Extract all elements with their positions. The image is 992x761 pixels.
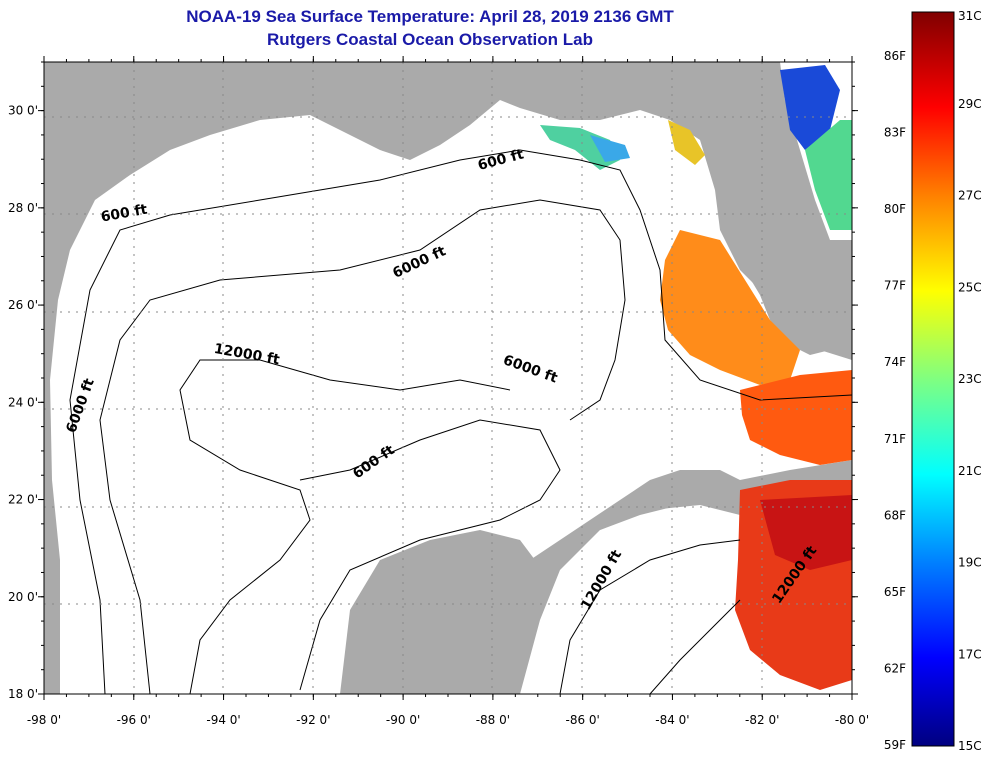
sst-patch-panhandle-cyan [590,135,630,162]
yucatan-land [340,530,535,694]
colorbar-celsius-label: 31C [958,9,982,23]
longitude-label: -86 0' [565,713,599,727]
gulf-water [50,100,852,694]
colorbar-celsius-label: 19C [958,556,982,570]
tick-marks [38,56,858,700]
colorbar-fahrenheit-label: 80F [884,202,906,216]
sst-patch-florida-west [660,230,800,385]
sst-patch-caribbean-hot [760,495,852,570]
colorbar-celsius-label: 23C [958,372,982,386]
latitude-label: 24 0' [8,395,38,409]
longitude-label: -96 0' [117,713,151,727]
sst-patch-florida-bay [740,370,852,465]
sst-patch-atlantic-green [805,120,852,230]
colorbar-celsius-label: 17C [958,647,982,661]
sst-patch-atlantic-cool [780,65,840,150]
sst-patch-bigbend-yellow [668,120,705,165]
colorbar-fahrenheit-label: 68F [884,508,906,522]
colorbar-celsius-label: 29C [958,97,982,111]
depth-contours [69,149,852,694]
colorbar-fahrenheit-label: 62F [884,661,906,675]
map-subtitle: Rutgers Coastal Ocean Observation Lab [267,30,593,49]
longitude-label: -90 0' [386,713,420,727]
latitude-label: 26 0' [8,298,38,312]
longitude-label: -80 0' [835,713,869,727]
colorbar-celsius-label: 27C [958,189,982,203]
cuba-land [600,460,852,530]
longitude-label: -84 0' [655,713,689,727]
longitude-label: -88 0' [476,713,510,727]
colorbar [911,11,955,747]
colorbar-fahrenheit-label: 74F [884,355,906,369]
colorbar-fahrenheit-label: 65F [884,585,906,599]
colorbar-fahrenheit-label: 71F [884,432,906,446]
latitude-label: 18 0' [8,687,38,701]
longitude-labels: -98 0' -96 0' -94 0' -92 0' -90 0' -88 0' -86 … [27,713,869,727]
colorbar-celsius-label: 15C [958,739,982,753]
longitude-label: -92 0' [296,713,330,727]
longitude-label: -98 0' [27,713,61,727]
latitude-label: 30 0' [8,104,38,118]
map-title: NOAA-19 Sea Surface Temperature: April 2… [186,7,674,26]
colorbar-fahrenheit-label: 59F [884,738,906,752]
colorbar-fahrenheit-label: 77F [884,279,906,293]
colorbar-fahrenheit-label: 86F [884,49,906,63]
sst-patch-panhandle-green [540,125,620,170]
colorbar-celsius-label: 21C [958,464,982,478]
colorbar-ticks: 31C 29C 27C 25C 23C 21C 19C 17C 15C 86F 83F 80F 77F 7… [884,9,982,753]
longitude-label: -82 0' [745,713,779,727]
graticule [44,62,852,694]
colorbar-fahrenheit-label: 83F [884,126,906,140]
longitude-label: -94 0' [206,713,240,727]
latitude-labels: 30 0' 28 0' 26 0' 24 0' 22 0' 20 0' 18 0' [8,104,38,701]
latitude-label: 20 0' [8,590,38,604]
latitude-label: 22 0' [8,493,38,507]
colorbar-celsius-label: 25C [958,280,982,294]
latitude-label: 28 0' [8,201,38,215]
